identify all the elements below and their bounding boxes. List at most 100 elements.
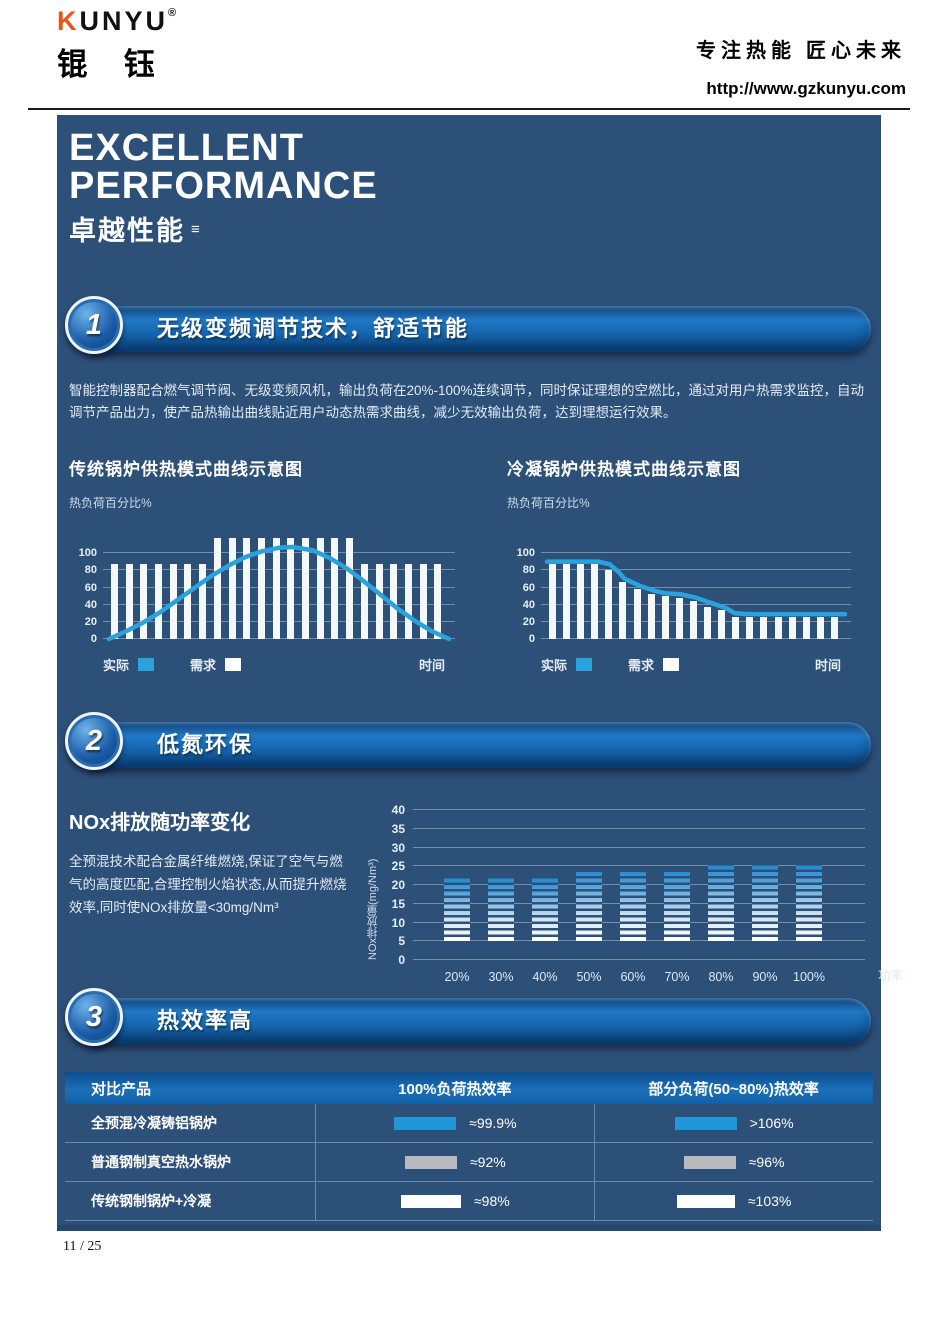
demand-bar — [375, 563, 383, 640]
demand-bar — [272, 537, 280, 640]
demand-bar — [689, 601, 697, 640]
traditional-boiler-chart: 传统锅炉供热模式曲线示意图 热负荷百分比% 0 20 40 60 80 100 实际 需求… — [69, 455, 477, 674]
efficiency-bar — [676, 1194, 735, 1208]
load-charts-row: 传统锅炉供热模式曲线示意图 热负荷百分比% 0 20 40 60 80 100 实际 需求… — [69, 455, 881, 674]
nox-section-row: NOx排放随功率变化 全预混技术配合金属纤维燃烧,保证了空气与燃气的高度匹配,合… — [69, 803, 903, 984]
nox-bar — [708, 864, 734, 942]
chart-legend: 实际 需求 时间 — [103, 655, 455, 674]
gridline — [413, 865, 865, 867]
demand-bar — [419, 563, 427, 640]
part_load-cell: ≈96% — [594, 1143, 873, 1182]
gridline — [541, 586, 851, 588]
y-tick-label: 20 — [522, 616, 535, 628]
nox-plot: 0 5 10 15 20 25 30 35 40 20% 30% 40% 50% 60% 70% 80% 90%… — [392, 803, 903, 984]
section3-number-badge: 3 — [65, 988, 123, 1047]
demand-bar — [774, 616, 782, 640]
legend-swatch-demand — [663, 658, 680, 672]
full_load-value: ≈99.9% — [469, 1115, 517, 1132]
demand-bar — [788, 616, 796, 640]
demand-bar — [228, 537, 236, 640]
col-header-part-load: 部分负荷(50~80%)热效率 — [648, 1080, 819, 1098]
y-tick-label: 60 — [522, 581, 535, 594]
demand-bar — [155, 563, 163, 640]
x-category-label: 100% — [793, 970, 825, 985]
full_load-cell: ≈98% — [315, 1182, 594, 1221]
demand-bar — [563, 563, 571, 640]
x-axis-label: 时间 — [418, 658, 445, 674]
demand-bar — [302, 537, 310, 640]
demand-bar — [257, 537, 265, 640]
logo-chinese: 锟 钰 — [57, 47, 169, 82]
x-category-label: 30% — [488, 970, 514, 985]
x-axis-label: 时间 — [814, 658, 841, 674]
demand-bar — [346, 537, 354, 640]
triple-bar-icon: ≡ — [191, 221, 202, 238]
section2-banner: 2 低氮环保 — [63, 712, 871, 771]
efficiency-bar — [404, 1155, 457, 1169]
col-header-full-load: 100%负荷热效率 — [398, 1080, 512, 1098]
x-category-label: 60% — [620, 970, 646, 985]
section1-title: 无级变频调节技术，舒适节能 — [157, 316, 470, 341]
demand-bar — [404, 563, 412, 640]
efficiency-bar — [683, 1155, 736, 1169]
nox-bar — [752, 864, 778, 942]
efficiency-table: 对比产品 100%负荷热效率 部分负荷(50~80%)热效率 全预混冷凝铸铝锅炉… — [65, 1072, 873, 1222]
section1-body: 智能控制器配合燃气调节阀、无级变频风机，输出负荷在20%-100%连续调节，同时… — [69, 383, 865, 420]
demand-bar — [746, 616, 754, 640]
efficiency-bar — [394, 1116, 457, 1130]
efficiency-table-header: 对比产品 100%负荷热效率 部分负荷(50~80%)热效率 — [65, 1072, 873, 1105]
legend-actual: 实际 — [103, 655, 155, 674]
table-row: 传统钢制锅炉+冷凝 ≈98% ≈103% — [65, 1182, 873, 1222]
demand-bar — [647, 594, 655, 640]
demand-bar — [125, 563, 133, 640]
demand-bar — [390, 563, 398, 640]
demand-bar — [661, 596, 669, 640]
x-category-label: 40% — [532, 970, 558, 985]
legend-label: 需求 — [628, 658, 655, 674]
page-number: 11 / 25 — [63, 1239, 938, 1255]
y-tick-label: 100 — [78, 547, 97, 560]
nox-body: 全预混技术配合金属纤维燃烧,保证了空气与燃气的高度匹配,合理控制火焰状态,从而提… — [69, 854, 347, 916]
part_load-cell: >106% — [594, 1104, 873, 1143]
legend-label: 需求 — [190, 658, 217, 674]
header-divider — [28, 108, 910, 110]
badge-number: 2 — [85, 724, 103, 757]
nox-heading: NOx排放随功率变化 — [69, 812, 251, 835]
section1-banner-bar: 无级变频调节技术，舒适节能 — [85, 306, 871, 352]
x-category-label: 90% — [752, 970, 778, 985]
kunyu-logo: KUNYU® 锟 钰 — [57, 8, 179, 104]
col-header-product: 对比产品 — [91, 1080, 152, 1098]
y-tick-label: 100 — [516, 547, 535, 560]
gridline — [413, 809, 865, 811]
nox-bar — [664, 870, 690, 942]
y-tick-label: 20 — [84, 616, 97, 628]
y-tick-label: 40 — [391, 803, 405, 818]
nox-bar — [796, 864, 822, 942]
y-tick-label: 80 — [522, 564, 535, 577]
nox-y-axis-label: NOx排放量(mg/Nm³) — [367, 858, 379, 961]
x-category-label: 20% — [444, 970, 470, 985]
demand-bar — [360, 563, 368, 640]
part_load-cell: ≈103% — [594, 1182, 873, 1221]
y-tick-label: 35 — [391, 821, 405, 836]
demand-bar — [704, 606, 712, 640]
gridline — [413, 846, 865, 848]
content-panel: EXCELLENT PERFORMANCE 卓越性能 ≡ 1 无级变频调节技术，舒… — [57, 115, 903, 1231]
y-tick-label: 15 — [391, 896, 405, 911]
y-tick-label: 80 — [84, 564, 97, 577]
demand-bar — [675, 597, 683, 640]
demand-bar — [577, 563, 585, 640]
gridline — [541, 569, 851, 571]
demand-bar — [316, 537, 324, 640]
nox-text-block: NOx排放随功率变化 全预混技术配合金属纤维燃烧,保证了空气与燃气的高度匹配,合… — [69, 806, 365, 960]
full_load-cell: ≈92% — [315, 1143, 594, 1182]
website-url[interactable]: http://www.gzkunyu.com — [706, 79, 906, 98]
part_load-value: ≈103% — [747, 1193, 792, 1210]
table-row: 普通钢制真空热水锅炉 ≈92% ≈96% — [65, 1143, 873, 1183]
efficiency-bar — [400, 1194, 461, 1208]
company-slogan: 专注热能 匠心未来 — [696, 40, 906, 62]
product-name-cell: 传统钢制锅炉+冷凝 — [91, 1193, 212, 1210]
badge-number: 3 — [85, 1000, 103, 1033]
section3-title: 热效率高 — [157, 1008, 254, 1034]
